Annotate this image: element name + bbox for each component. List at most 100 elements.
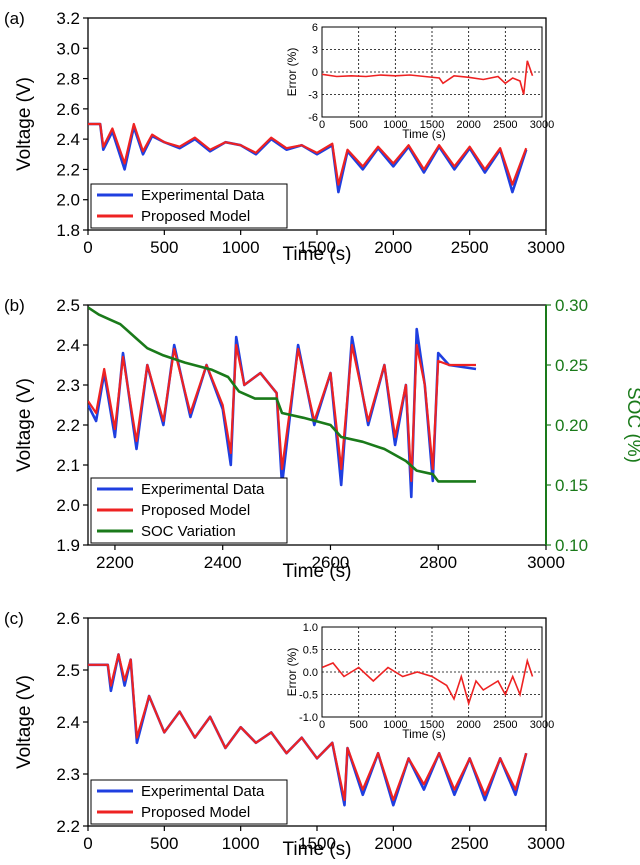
y2-tick-label: 0.15 bbox=[555, 476, 588, 495]
inset-y-tick-label: -3 bbox=[308, 90, 318, 102]
y-tick-label: 2.2 bbox=[56, 416, 80, 435]
y-tick-label: 3.0 bbox=[56, 39, 80, 58]
y-tick-label: 2.5 bbox=[56, 296, 80, 315]
x-tick-label: 2400 bbox=[204, 553, 242, 572]
inset-x-tick-label: 2000 bbox=[456, 119, 480, 131]
inset-y-tick-label: 3 bbox=[312, 45, 318, 57]
x-tick-label: 3000 bbox=[527, 553, 565, 572]
inset-x-tick-label: 2000 bbox=[456, 719, 480, 731]
series-line-proposed-model bbox=[88, 653, 528, 802]
inset-x-axis-title: Time (s) bbox=[402, 127, 446, 141]
series-line-proposed-model bbox=[88, 343, 476, 483]
y-tick-label: 2.3 bbox=[56, 765, 80, 784]
inset-x-tick-label: 2500 bbox=[493, 119, 517, 131]
x-tick-label: 1000 bbox=[222, 238, 260, 257]
inset-x-tick-label: 3000 bbox=[530, 119, 554, 131]
inset-y-tick-label: -1.0 bbox=[299, 712, 318, 724]
x-tick-label: 2500 bbox=[451, 238, 489, 257]
inset-error-line bbox=[322, 657, 534, 707]
y-tick-label: 2.2 bbox=[56, 817, 80, 836]
inset-y-tick-label: 0.5 bbox=[303, 645, 318, 657]
x-tick-label: 500 bbox=[150, 834, 178, 853]
x-tick-label: 2200 bbox=[96, 553, 134, 572]
y-tick-label: 2.0 bbox=[56, 191, 80, 210]
inset-x-axis-title: Time (s) bbox=[402, 727, 446, 741]
inset-x-tick-label: 0 bbox=[319, 119, 325, 131]
y-tick-label: 2.1 bbox=[56, 456, 80, 475]
x-tick-label: 1500 bbox=[298, 238, 336, 257]
y-tick-label: 2.6 bbox=[56, 100, 80, 119]
legend-label: Proposed Model bbox=[141, 804, 250, 821]
y-tick-label: 1.9 bbox=[56, 536, 80, 555]
inset-x-tick-label: 3000 bbox=[530, 719, 554, 731]
inset-y-axis-title: Error (%) bbox=[285, 48, 299, 97]
y-tick-label: 2.4 bbox=[56, 713, 80, 732]
y2-tick-label: 0.10 bbox=[555, 536, 588, 555]
x-tick-label: 0 bbox=[83, 238, 92, 257]
panel-label: (b) bbox=[4, 296, 25, 315]
y-tick-label: 1.8 bbox=[56, 221, 80, 240]
x-tick-label: 1000 bbox=[222, 834, 260, 853]
legend-box bbox=[90, 779, 288, 825]
inset-x-tick-label: 0 bbox=[319, 719, 325, 731]
y-tick-label: 2.8 bbox=[56, 70, 80, 89]
x-tick-label: 2600 bbox=[312, 553, 350, 572]
inset-x-tick-label: 1500 bbox=[420, 719, 444, 731]
y-axis-title: Voltage (V) bbox=[14, 378, 35, 472]
inset-y-axis-title: Error (%) bbox=[285, 648, 299, 697]
inset-y-tick-label: -0.5 bbox=[299, 690, 318, 702]
series-line-proposed-model bbox=[88, 122, 528, 186]
y-tick-label: 3.2 bbox=[56, 9, 80, 28]
y-tick-label: 2.3 bbox=[56, 376, 80, 395]
series-line-soc-variation bbox=[88, 306, 476, 483]
legend-label: Experimental Data bbox=[141, 783, 265, 800]
chart-panel-2: 2200 2400 2600 2800 3000 1.9 2.0 2.1 2.2 2.3 2.4 2.… bbox=[4, 296, 640, 582]
inset-x-tick-label: 500 bbox=[349, 719, 367, 731]
inset-y-tick-label: 0.0 bbox=[303, 667, 318, 679]
inset-chart: 0 500 1000 1500 2000 2500 3000 -1.0 -0.5 0.0 0.5 1.… bbox=[285, 622, 554, 741]
y2-tick-label: 0.30 bbox=[555, 296, 588, 315]
inset-x-tick-label: 1500 bbox=[420, 119, 444, 131]
chart-panel-3: 0 500 1000 1500 2000 2500 3000 2.2 2.3 2.4 2.5 2.6 T… bbox=[4, 609, 565, 860]
x-axis-title: Time (s) bbox=[283, 839, 352, 860]
inset-x-tick-label: 2500 bbox=[493, 719, 517, 731]
legend-label: Proposed Model bbox=[141, 208, 250, 225]
y-tick-label: 2.5 bbox=[56, 661, 80, 680]
inset-y-tick-label: 6 bbox=[312, 22, 318, 34]
x-axis-title: Time (s) bbox=[283, 244, 352, 265]
x-tick-label: 2500 bbox=[451, 834, 489, 853]
inset-x-tick-label: 500 bbox=[349, 119, 367, 131]
inset-y-tick-label: 0 bbox=[312, 67, 318, 79]
inset-chart: 0 500 1000 1500 2000 2500 3000 -6 -3 0 3 6 Time (s) E… bbox=[285, 22, 554, 141]
x-tick-label: 0 bbox=[83, 834, 92, 853]
inset-y-tick-label: 1.0 bbox=[303, 622, 318, 634]
y-tick-label: 2.4 bbox=[56, 336, 80, 355]
y-axis-title: Voltage (V) bbox=[14, 675, 35, 769]
x-axis-title: Time (s) bbox=[283, 561, 352, 582]
x-tick-label: 2000 bbox=[374, 238, 412, 257]
x-tick-label: 2800 bbox=[419, 553, 457, 572]
y-tick-label: 2.4 bbox=[56, 130, 80, 149]
legend-box bbox=[90, 183, 288, 229]
y-tick-label: 2.2 bbox=[56, 160, 80, 179]
y2-tick-label: 0.25 bbox=[555, 356, 588, 375]
y2-axis-title: SOC (%) bbox=[623, 387, 640, 463]
inset-x-tick-label: 1000 bbox=[383, 119, 407, 131]
legend-label: SOC Variation bbox=[141, 523, 236, 540]
x-tick-label: 3000 bbox=[527, 834, 565, 853]
inset-error-line bbox=[322, 60, 534, 95]
x-tick-label: 2000 bbox=[374, 834, 412, 853]
chart-panel-1: 0 500 1000 1500 2000 2500 3000 1.8 2.0 2.2 2.4 2.6 2… bbox=[4, 9, 565, 265]
y-axis-title: Voltage (V) bbox=[14, 77, 35, 171]
x-tick-label: 1500 bbox=[298, 834, 336, 853]
inset-x-tick-label: 1000 bbox=[383, 719, 407, 731]
y-tick-label: 2.6 bbox=[56, 609, 80, 628]
legend-label: Experimental Data bbox=[141, 481, 265, 498]
legend-label: Proposed Model bbox=[141, 502, 250, 519]
panel-label: (c) bbox=[4, 609, 24, 628]
legend-label: Experimental Data bbox=[141, 187, 265, 204]
x-tick-label: 3000 bbox=[527, 238, 565, 257]
panel-label: (a) bbox=[4, 9, 25, 28]
inset-y-tick-label: -6 bbox=[308, 112, 318, 124]
